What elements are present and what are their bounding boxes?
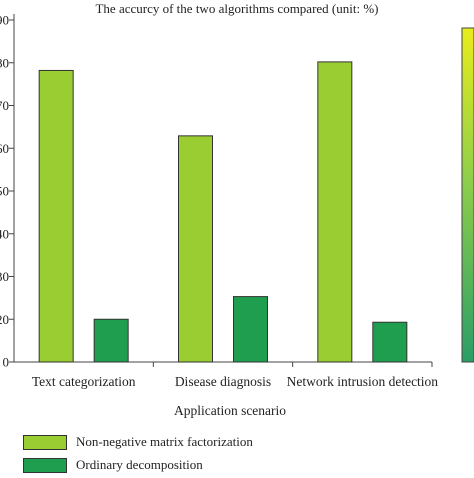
y-tick-label: 60 (0, 141, 9, 156)
bar-ordinary (233, 296, 268, 363)
bar-nmf (38, 69, 74, 363)
bar-ordinary (372, 321, 408, 363)
y-tick-label: 90 (0, 13, 9, 28)
y-tick-label: 80 (0, 55, 9, 70)
y-tick-label: 50 (0, 184, 9, 199)
y-tick-label: 0 (3, 355, 10, 370)
legend: Non-negative matrix factorization Ordina… (23, 432, 253, 478)
legend-swatch-ordinary (23, 457, 67, 473)
x-tick-label: Network intrusion detection (287, 374, 439, 389)
chart-title: The accurcy of the two algorithms compar… (95, 1, 379, 16)
y-tick-label: 70 (0, 98, 9, 113)
legend-item-ordinary: Ordinary decomposition (23, 455, 253, 475)
x-tick-label: Text categorization (32, 374, 136, 389)
legend-swatch-nmf (23, 434, 67, 450)
bar-nmf (178, 135, 213, 363)
y-tick-label: 30 (0, 269, 9, 284)
legend-label-nmf: Non-negative matrix factorization (76, 434, 253, 449)
legend-label-ordinary: Ordinary decomposition (76, 457, 203, 472)
x-axis-title: Application scenario (173, 403, 287, 418)
x-tick-label: Disease diagnosis (175, 374, 271, 389)
colorbar (461, 27, 474, 363)
legend-item-nmf: Non-negative matrix factorization (23, 432, 253, 452)
bar-ordinary (93, 318, 129, 363)
y-tick-label: 40 (0, 226, 9, 241)
bar-nmf (317, 61, 353, 363)
y-tick-label: 20 (0, 312, 9, 327)
